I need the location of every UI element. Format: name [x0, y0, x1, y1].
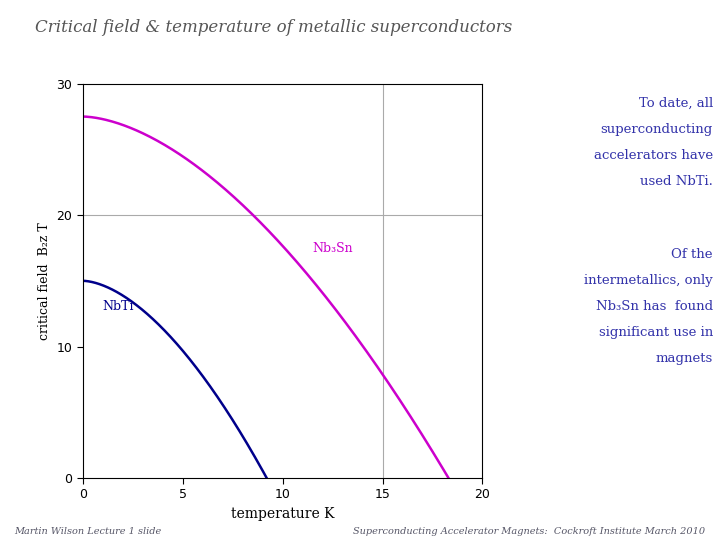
- Text: Superconducting Accelerator Magnets:  Cockroft Institute March 2010: Superconducting Accelerator Magnets: Coc…: [354, 526, 706, 536]
- Text: To date, all: To date, all: [639, 97, 713, 110]
- Text: NbTi: NbTi: [103, 300, 134, 313]
- Y-axis label: critical field  B₂z T: critical field B₂z T: [38, 222, 51, 340]
- Text: Nb₃Sn has  found: Nb₃Sn has found: [595, 300, 713, 313]
- Text: Of the: Of the: [671, 248, 713, 261]
- Text: superconducting: superconducting: [600, 123, 713, 136]
- Text: intermetallics, only: intermetallics, only: [584, 274, 713, 287]
- Text: magnets: magnets: [655, 352, 713, 365]
- Text: Nb₃Sn: Nb₃Sn: [312, 242, 354, 255]
- Text: accelerators have: accelerators have: [594, 149, 713, 162]
- X-axis label: temperature K: temperature K: [231, 507, 334, 521]
- Text: Critical field & temperature of metallic superconductors: Critical field & temperature of metallic…: [35, 19, 512, 36]
- Text: significant use in: significant use in: [598, 326, 713, 339]
- Text: Martin Wilson Lecture 1 slide: Martin Wilson Lecture 1 slide: [14, 526, 162, 536]
- Text: used NbTi.: used NbTi.: [640, 175, 713, 188]
